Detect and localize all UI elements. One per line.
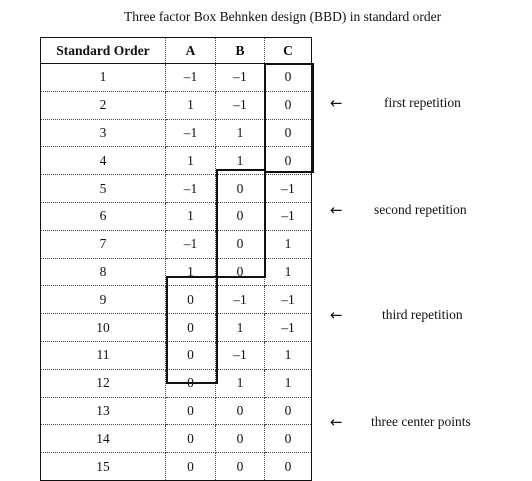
table-row: 10 0 1 –1: [40, 313, 312, 342]
annotation-second-repetition: second repetition: [374, 202, 467, 217]
cell-b: 0: [215, 174, 265, 203]
annotation-third-repetition: third repetition: [382, 307, 463, 322]
cell-a: 1: [165, 258, 216, 287]
table-row: 14 0 0 0: [40, 424, 312, 454]
annotation-three-center-points: three center points: [371, 414, 471, 429]
table-row: 12 0 1 1: [40, 369, 312, 398]
cell-standard-order: 1: [40, 63, 166, 92]
cell-c: 0: [264, 452, 312, 481]
cell-standard-order: 10: [40, 313, 166, 342]
figure-title: Three factor Box Behnken design (BBD) in…: [124, 9, 442, 24]
arrow-icon: ←: [330, 413, 343, 431]
cell-c: 1: [264, 369, 312, 398]
arrow-icon: ←: [330, 201, 343, 219]
cell-a: –1: [165, 63, 216, 92]
cell-a: –1: [165, 230, 216, 259]
cell-a: 0: [165, 369, 216, 398]
arrow-icon: ←: [330, 94, 343, 112]
table-row: 15 0 0 0: [40, 452, 312, 481]
cell-c: –1: [264, 202, 312, 231]
table-row: 2 1 –1 0: [40, 91, 312, 120]
header-b: B: [215, 37, 265, 64]
cell-b: 0: [215, 230, 265, 259]
cell-standard-order: 4: [40, 146, 166, 176]
table-row: 5 –1 0 –1: [40, 174, 312, 203]
header-standard-order: Standard Order: [40, 37, 166, 64]
cell-standard-order: 11: [40, 341, 166, 370]
cell-b: –1: [215, 341, 265, 370]
table-row: 13 0 0 0: [40, 397, 312, 426]
cell-standard-order: 3: [40, 119, 166, 148]
cell-standard-order: 14: [40, 424, 166, 454]
table-row: 6 1 0 –1: [40, 202, 312, 231]
cell-c: 1: [264, 341, 312, 370]
cell-a: 0: [165, 452, 216, 481]
table-row: 7 –1 0 1: [40, 230, 312, 259]
cell-standard-order: 8: [40, 258, 166, 287]
table-row: 3 –1 1 0: [40, 119, 312, 148]
cell-c: 0: [264, 146, 312, 176]
cell-c: 1: [264, 230, 312, 259]
cell-standard-order: 6: [40, 202, 166, 231]
cell-standard-order: 7: [40, 230, 166, 259]
table-row: 1 –1 –1 0: [40, 63, 312, 92]
cell-a: 0: [165, 424, 216, 454]
cell-c: –1: [264, 285, 312, 315]
cell-standard-order: 15: [40, 452, 166, 481]
cell-c: –1: [264, 174, 312, 203]
cell-a: 1: [165, 146, 216, 176]
cell-c: 0: [264, 91, 312, 120]
cell-b: –1: [215, 285, 265, 315]
bbd-table: Standard Order A B C 1 –1 –1 0 2 1 –1 0 3 –1 1 0 4 1 1…: [40, 37, 312, 481]
cell-b: 1: [215, 369, 265, 398]
cell-a: 1: [165, 91, 216, 120]
annotation-first-repetition: first repetition: [384, 95, 461, 110]
cell-b: 0: [215, 258, 265, 287]
cell-b: 0: [215, 424, 265, 454]
cell-a: –1: [165, 119, 216, 148]
cell-standard-order: 12: [40, 369, 166, 398]
cell-c: 0: [264, 424, 312, 454]
arrow-icon: ←: [330, 306, 343, 324]
cell-b: 0: [215, 397, 265, 426]
cell-b: –1: [215, 91, 265, 120]
cell-b: 1: [215, 119, 265, 148]
header-row: Standard Order A B C: [40, 37, 312, 64]
header-c: C: [264, 37, 312, 64]
cell-b: 0: [215, 202, 265, 231]
cell-a: –1: [165, 174, 216, 203]
header-a: A: [165, 37, 216, 64]
cell-b: 1: [215, 146, 265, 176]
cell-standard-order: 2: [40, 91, 166, 120]
cell-a: 1: [165, 202, 216, 231]
cell-standard-order: 5: [40, 174, 166, 203]
cell-b: 1: [215, 313, 265, 342]
cell-b: –1: [215, 63, 265, 92]
cell-c: 0: [264, 119, 312, 148]
cell-standard-order: 9: [40, 285, 166, 315]
cell-standard-order: 13: [40, 397, 166, 426]
cell-a: 0: [165, 397, 216, 426]
cell-a: 0: [165, 341, 216, 370]
cell-a: 0: [165, 313, 216, 342]
cell-a: 0: [165, 285, 216, 315]
cell-c: 0: [264, 63, 312, 92]
cell-c: 1: [264, 258, 312, 287]
table-row: 11 0 –1 1: [40, 341, 312, 370]
cell-b: 0: [215, 452, 265, 481]
table-row: 9 0 –1 –1: [40, 285, 312, 315]
cell-c: 0: [264, 397, 312, 426]
cell-c: –1: [264, 313, 312, 342]
